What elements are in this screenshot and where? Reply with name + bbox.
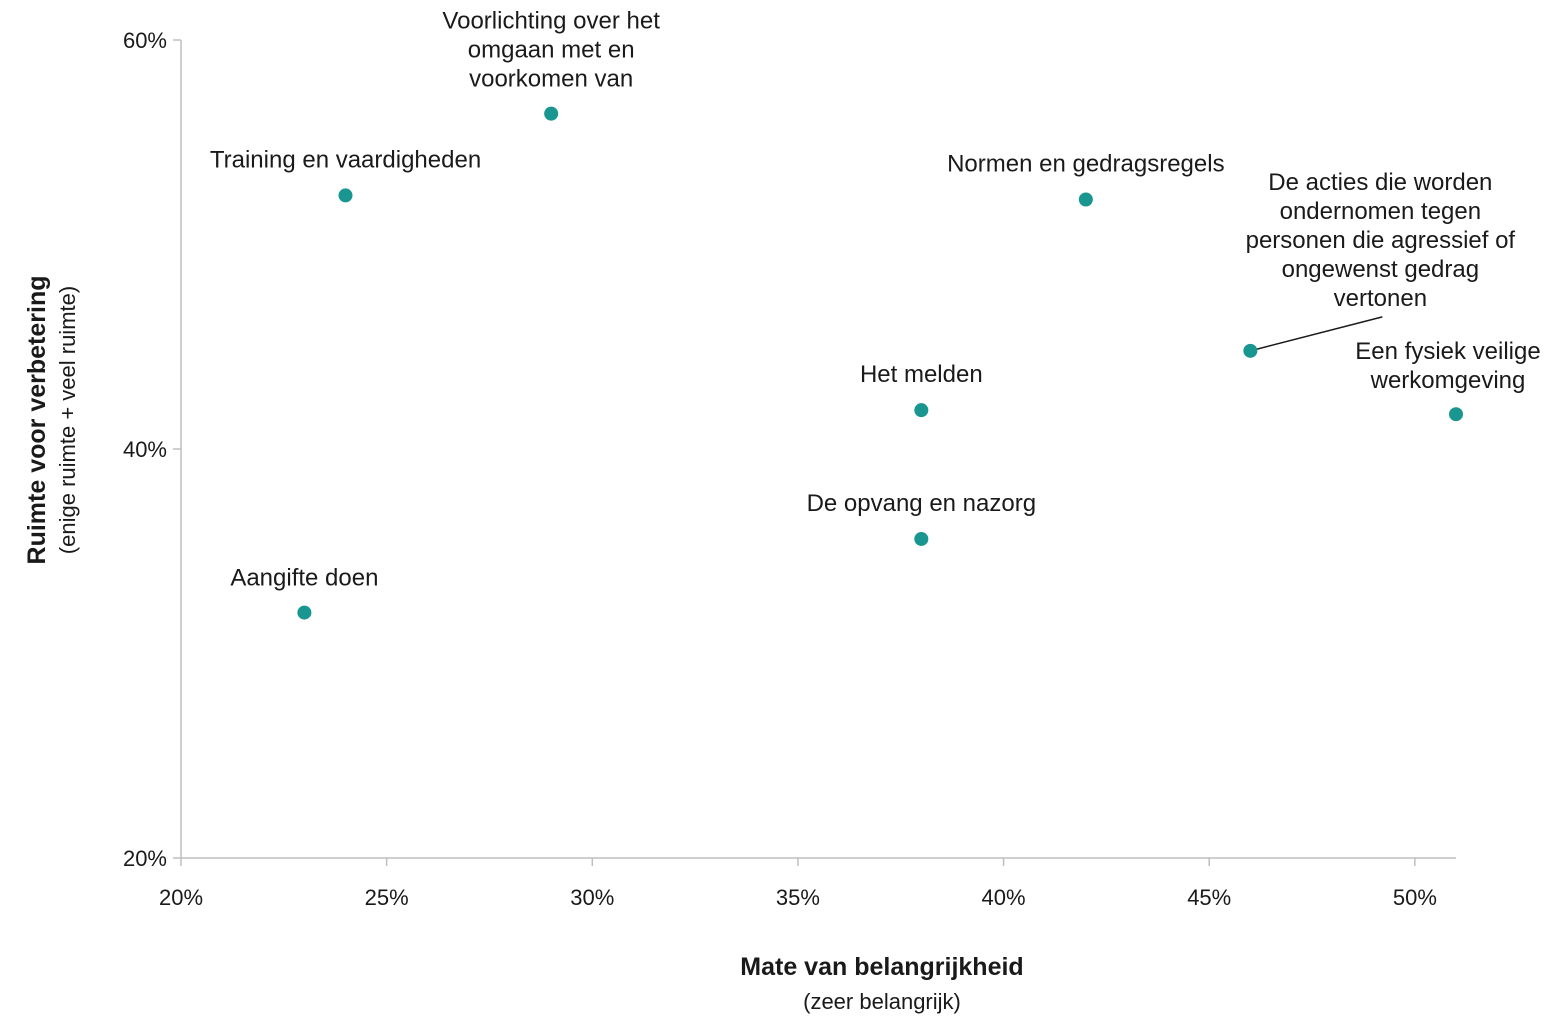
data-point (544, 106, 559, 121)
x-tick-label: 40% (982, 885, 1026, 910)
data-point (338, 188, 353, 203)
data-point (914, 531, 929, 546)
x-tick-label: 30% (570, 885, 614, 910)
x-tick-label: 20% (159, 885, 203, 910)
x-tick-label: 45% (1187, 885, 1231, 910)
point-label: Voorlichting over het omgaan met en voorko… (442, 8, 660, 93)
x-tick-label: 50% (1393, 885, 1437, 910)
y-tick-label: 60% (123, 28, 167, 53)
point-label: Aangifte doen (230, 565, 378, 592)
point-label: Training en vaardigheden (210, 146, 481, 173)
point-labels: Training en vaardigheden Voorlichting ove… (210, 8, 1541, 592)
y-axis-subtitle: (enige ruimte + veel ruimte) (55, 286, 80, 554)
point-label: Het melden (860, 361, 983, 388)
point-label: Een fysiek veilige werkomgeving (1355, 338, 1540, 394)
x-axis-title: Mate van belangrijkheid (740, 953, 1023, 981)
leader-lines (1250, 316, 1383, 352)
data-point (1449, 407, 1463, 422)
data-point (297, 605, 312, 620)
point-label: De opvang en nazorg (807, 490, 1037, 517)
x-axis-subtitle: (zeer belangrijk) (803, 989, 961, 1014)
leader-line (1250, 316, 1383, 352)
y-tick-label: 20% (123, 846, 167, 871)
y-axis-ticks: 20% 40% 60% (123, 28, 181, 871)
point-label: Normen en gedragsregels (947, 151, 1225, 178)
x-tick-label: 25% (365, 885, 409, 910)
y-tick-label: 40% (123, 437, 167, 462)
point-label: De acties die worden ondernomen tegen pers… (1246, 169, 1516, 312)
data-point (1243, 343, 1258, 358)
y-axis-title: Ruimte voor verbetering (23, 276, 51, 565)
data-point (1078, 192, 1093, 207)
x-tick-label: 35% (776, 885, 820, 910)
data-points (297, 106, 1463, 620)
x-axis-ticks: 20% 25% 30% 35% 40% 45% 50% (159, 858, 1437, 910)
data-point (914, 403, 929, 418)
